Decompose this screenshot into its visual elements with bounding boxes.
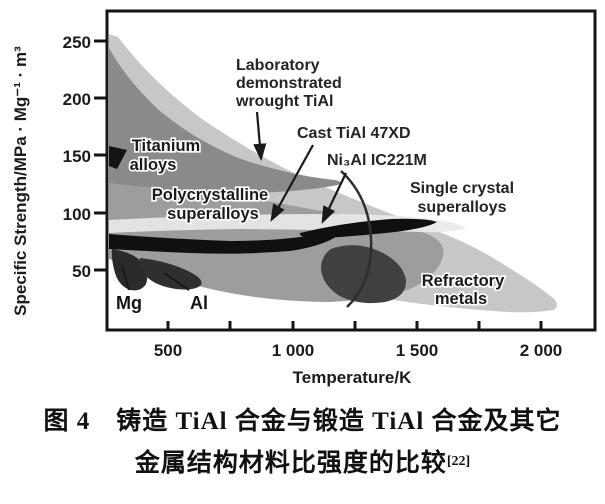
x-tick-1000: 1 000 <box>272 341 315 360</box>
y-axis-title: Specific Strength/MPa · Mg⁻¹ · m³ <box>11 46 30 316</box>
y-tick-100: 100 <box>63 205 91 224</box>
region-single-crystal-outline <box>340 170 373 308</box>
figure-caption: 图 4 铸造 TiAl 合金与锻造 TiAl 合金及其它 金属结构材料比强度的比… <box>0 402 605 484</box>
label-wrought-line3: wrought TiAl <box>235 93 333 110</box>
region-mg <box>111 249 148 291</box>
region-titanium-alloys <box>109 48 341 193</box>
arrow-ni3al <box>321 172 347 224</box>
label-refractory-line2: metals <box>435 290 487 308</box>
leader-mg <box>120 264 131 291</box>
label-poly-line2: superalloys <box>167 205 259 223</box>
x-axis-title: Temperature/K <box>293 368 412 387</box>
label-wrought-line2: demonstrated <box>236 75 342 92</box>
caption-reference: [22] <box>446 454 471 469</box>
label-single-crystal-line1: Single crystal <box>410 180 514 197</box>
region-axis-notch <box>109 146 127 169</box>
label-ni3al: Ni₃Al IC221M <box>327 152 427 169</box>
leader-al <box>163 272 190 291</box>
x-tick-1500: 1 500 <box>396 341 439 360</box>
region-refractory-core <box>321 245 407 304</box>
x-ticks <box>166 321 543 330</box>
arrow-cast-tial <box>270 144 314 222</box>
label-poly-line1: Polycrystalline <box>152 186 268 204</box>
y-tick-50: 50 <box>72 262 91 281</box>
label-titanium-line2: alloys <box>130 156 177 174</box>
label-refractory-line1: Refractory <box>422 272 505 290</box>
label-cast-tial: Cast TiAl 47XD <box>297 125 411 142</box>
label-single-crystal-line2: superalloys <box>418 199 507 216</box>
caption-line2-text: 金属结构材料比强度的比较 <box>134 450 447 477</box>
region-al <box>139 258 202 290</box>
label-titanium-line1: Titanium <box>132 137 200 155</box>
y-ticks <box>94 39 108 272</box>
caption-line1: 图 4 铸造 TiAl 合金与锻造 TiAl 合金及其它 <box>43 408 562 435</box>
label-al: Al <box>190 293 208 313</box>
x-tick-2000: 2 000 <box>520 341 563 360</box>
region-cast-tial-47xd <box>109 229 344 254</box>
y-tick-250: 250 <box>63 33 91 52</box>
y-tick-150: 150 <box>63 147 91 166</box>
x-tick-500: 500 <box>154 341 182 360</box>
caption-line2: 金属结构材料比强度的比较[22] <box>0 442 605 484</box>
label-mg: Mg <box>116 293 142 313</box>
y-tick-200: 200 <box>63 90 91 109</box>
arrow-wrought-tial <box>253 111 267 162</box>
region-ni3al-ic221m <box>299 218 437 238</box>
label-wrought-line1: Laboratory <box>236 57 320 74</box>
strength-temperature-chart: Titanium alloys Polycrystalline superall… <box>11 9 597 387</box>
